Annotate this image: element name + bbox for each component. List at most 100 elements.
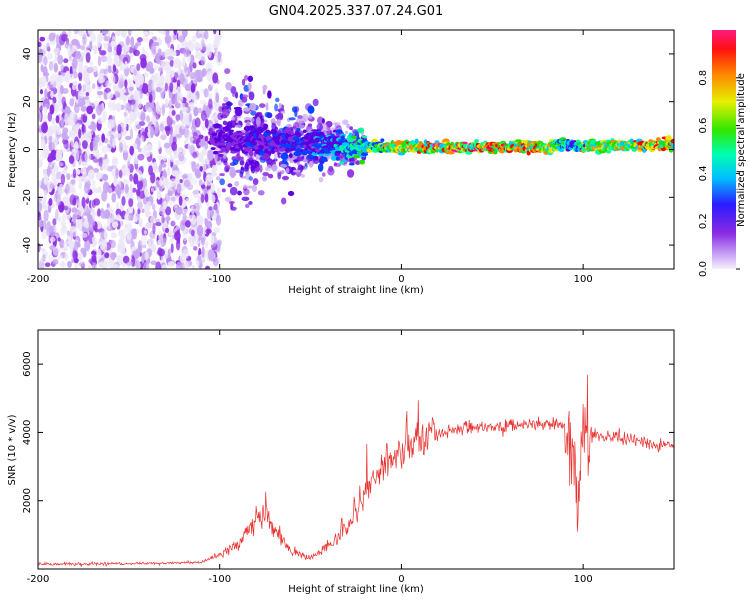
spectrogram-cell xyxy=(161,51,166,58)
spectrogram-ridge-cell xyxy=(351,135,358,140)
spectrogram-cell xyxy=(47,111,53,122)
spectrogram-cell xyxy=(197,152,204,162)
spectrogram-cell xyxy=(172,124,179,129)
spectrogram-cell xyxy=(112,137,117,149)
spectrogram-cell xyxy=(46,220,51,227)
spectrogram-cell xyxy=(152,203,156,211)
spectrogram-ridge-cell xyxy=(227,129,235,133)
spectrogram-cell xyxy=(179,109,184,121)
spectrogram-ridge-cell xyxy=(248,125,254,130)
spectrogram-ridge-cell xyxy=(275,141,281,145)
spectrogram-cell xyxy=(176,236,181,244)
spectrogram-cell xyxy=(167,56,174,61)
spectrogram-cell xyxy=(49,236,56,242)
spectrogram-cell xyxy=(82,171,87,177)
spectrogram-cell xyxy=(199,216,206,222)
spectrogram-cell xyxy=(145,222,153,229)
spectrogram-cell xyxy=(118,237,123,247)
spectrogram-cell xyxy=(158,67,164,72)
spectrogram-cell xyxy=(122,255,130,264)
spectrogram-cell xyxy=(209,70,213,77)
spectrogram-cell xyxy=(288,117,296,121)
spectrogram-cell xyxy=(153,74,158,85)
spectrogram-cell xyxy=(78,61,84,73)
spectrogram-cell xyxy=(261,152,270,161)
spectrogram-cell xyxy=(38,159,44,168)
spectrogram-cell xyxy=(167,190,173,197)
spectrogram-cell xyxy=(141,83,149,95)
spectrogram-ridge-cell xyxy=(303,136,311,140)
spectrogram-ridge-cell xyxy=(414,138,419,144)
spectrogram-cell xyxy=(92,139,99,151)
spectrogram-ridge-cell xyxy=(358,159,366,165)
spectrogram-ridge-cell xyxy=(353,154,361,159)
spectrogram-cell xyxy=(120,220,124,227)
spectrogram-cell xyxy=(48,141,53,152)
spectrogram-cell xyxy=(173,150,179,159)
spectrogram-cell xyxy=(138,217,143,228)
spectrogram-cell xyxy=(149,238,155,248)
spectrogram-cell xyxy=(38,221,44,228)
spectrogram-cell xyxy=(150,215,155,226)
spectrogram-cell xyxy=(49,75,55,85)
spectrogram-cell xyxy=(42,113,48,125)
spectrogram-cell xyxy=(135,124,142,130)
spectrogram-ridge-cell xyxy=(210,147,216,151)
spectrogram-cell xyxy=(132,228,138,240)
spectrogram-cell xyxy=(158,75,165,83)
spectrogram-cell xyxy=(133,89,140,102)
spectrogram-cell xyxy=(146,61,154,70)
spectrogram-cell xyxy=(341,119,349,125)
spectrogram-ridge-cell xyxy=(320,156,328,163)
spectrogram-cell xyxy=(100,55,108,63)
spectrogram-cell xyxy=(158,186,163,192)
spectrogram-cell xyxy=(166,216,171,222)
spectrogram-cell xyxy=(201,246,205,258)
spectrogram-cell xyxy=(127,221,133,234)
spectrogram-cell xyxy=(38,201,43,213)
spectrogram-ridge-cell xyxy=(220,146,227,152)
spectrogram-ridge-cell xyxy=(324,151,332,154)
spectrogram-cell xyxy=(148,31,154,36)
spectrogram-cell xyxy=(93,44,98,55)
spectrogram-cell xyxy=(213,30,217,35)
spectrogram-cell xyxy=(98,157,103,167)
spectrogram-cell xyxy=(103,43,109,49)
spectrogram-cell xyxy=(136,37,143,43)
snr-frame xyxy=(37,329,675,570)
spectrogram-cell xyxy=(101,133,106,143)
spectrogram-cell xyxy=(214,151,218,164)
spectrogram-cell xyxy=(44,88,48,100)
spectrogram-cell xyxy=(241,196,250,202)
spectrogram-cell xyxy=(47,207,52,213)
spectrogram-cell xyxy=(57,237,61,242)
spectrogram-cell xyxy=(222,120,228,126)
spectrogram-cell xyxy=(38,196,42,203)
spectrogram-cell xyxy=(67,49,73,57)
spectrogram-cell xyxy=(190,83,196,93)
spectrogram-cell xyxy=(122,45,128,54)
spectrogram-cell xyxy=(72,250,78,260)
spectrogram-cell xyxy=(89,60,94,68)
spectrogram-cell xyxy=(52,246,60,256)
spectrogram-cell xyxy=(137,208,141,215)
spectrogram-cell xyxy=(70,179,76,185)
spectrogram-cell xyxy=(44,262,51,267)
spectrogram-cell xyxy=(91,236,97,244)
spectrogram-cell xyxy=(208,98,213,109)
spectrogram-cell xyxy=(71,258,75,264)
spectrogram-cell xyxy=(137,153,145,161)
spectrogram-cell xyxy=(207,46,212,59)
spectrogram-cell xyxy=(201,43,207,52)
spectrogram-cell xyxy=(164,125,171,132)
spectrogram-cell xyxy=(192,189,200,198)
spectrogram-cell xyxy=(312,98,319,107)
spectrogram-cell xyxy=(167,158,171,167)
spectrogram-cell xyxy=(164,34,169,45)
spectrogram-cell xyxy=(157,140,162,150)
spectrogram-cell xyxy=(91,250,96,255)
spectrogram-cell xyxy=(152,105,156,118)
spectrogram-ridge-cell xyxy=(447,151,455,155)
spectrogram-cell xyxy=(118,142,123,153)
spectrogram-cell xyxy=(193,240,200,245)
